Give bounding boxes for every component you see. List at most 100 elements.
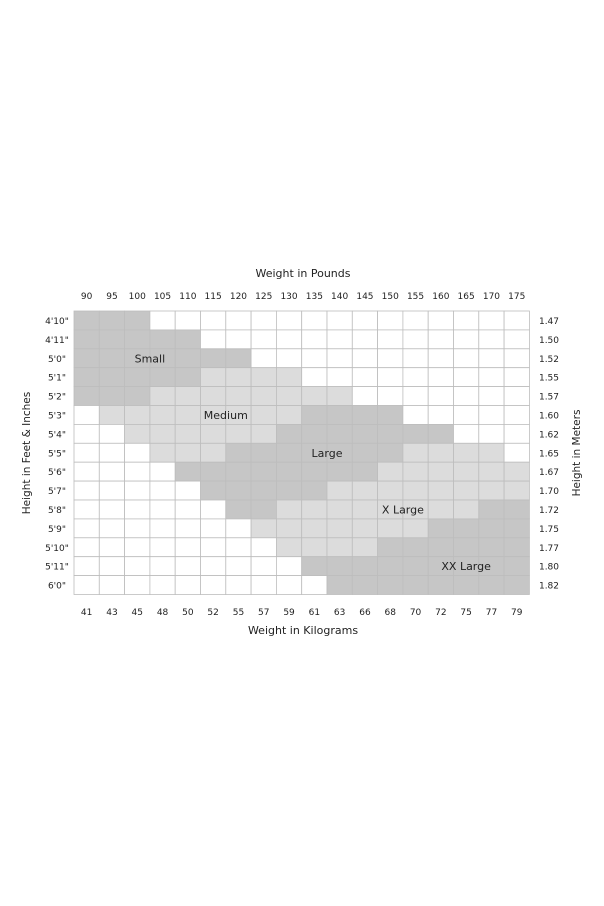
- cell-none: [73, 518, 100, 539]
- cell-none: [124, 575, 151, 595]
- cell-l: [377, 442, 404, 463]
- cell-s: [149, 329, 176, 350]
- cell-s: [98, 367, 126, 388]
- pounds-tick-label: 100: [129, 292, 146, 302]
- cell-none: [250, 310, 277, 331]
- cell-l: [275, 480, 303, 501]
- cell-none: [124, 556, 151, 577]
- cell-none: [377, 348, 404, 369]
- height-ft-label: 5'11": [45, 563, 69, 573]
- kilograms-tick-label: 50: [182, 608, 194, 618]
- cell-none: [225, 518, 252, 539]
- height-m-label: 1.80: [539, 563, 559, 573]
- cell-none: [149, 556, 176, 577]
- cell-none: [503, 367, 530, 388]
- cell-m: [149, 405, 176, 425]
- cell-none: [351, 310, 378, 331]
- cell-none: [377, 367, 404, 388]
- pounds-tick-label: 110: [179, 292, 196, 302]
- cell-xl: [351, 518, 378, 539]
- cell-m: [149, 423, 176, 444]
- size-label-xxl: XX Large: [441, 560, 491, 573]
- cell-none: [453, 423, 480, 444]
- cell-l: [275, 442, 303, 463]
- cell-none: [73, 575, 100, 595]
- cell-none: [225, 537, 252, 558]
- cell-none: [301, 367, 328, 388]
- cell-l: [250, 442, 277, 463]
- cell-none: [275, 310, 303, 331]
- cell-m: [200, 442, 227, 463]
- cell-m: [98, 405, 126, 425]
- cell-none: [149, 461, 176, 482]
- cell-xxl: [453, 518, 480, 539]
- cell-s: [98, 329, 126, 350]
- cell-s: [124, 367, 151, 388]
- height-ft-label: 5'10": [45, 544, 69, 554]
- cell-none: [427, 329, 454, 350]
- cell-none: [250, 556, 277, 577]
- cell-none: [453, 386, 480, 406]
- cell-m: [275, 405, 303, 425]
- cell-xl: [427, 442, 454, 463]
- height-ft-label: 5'6": [48, 468, 66, 478]
- cell-l: [351, 423, 378, 444]
- cell-xxl: [478, 499, 505, 520]
- cell-xl: [275, 499, 303, 520]
- cell-xxl: [427, 518, 454, 539]
- kilograms-tick-label: 41: [81, 608, 92, 618]
- pounds-tick-label: 175: [508, 292, 525, 302]
- cell-xl: [427, 480, 454, 501]
- cell-none: [98, 423, 126, 444]
- height-ft-label: 5'4": [48, 430, 66, 440]
- cell-l: [200, 480, 227, 501]
- cell-xxl: [351, 575, 378, 595]
- height-ft-label: 5'2": [48, 393, 66, 403]
- size-label-m: Medium: [204, 409, 248, 422]
- cell-none: [351, 329, 378, 350]
- cell-none: [225, 575, 252, 595]
- cell-xl: [301, 499, 328, 520]
- cell-m: [174, 405, 201, 425]
- cell-s: [200, 348, 227, 369]
- cell-xxl: [478, 537, 505, 558]
- height-ft-label: 5'9": [48, 525, 66, 535]
- cell-none: [275, 575, 303, 595]
- cell-none: [402, 329, 429, 350]
- cell-xl: [326, 518, 353, 539]
- cell-xl: [427, 499, 454, 520]
- kilograms-tick-label: 59: [283, 608, 295, 618]
- cell-xl: [402, 480, 429, 501]
- cell-none: [351, 386, 378, 406]
- cell-none: [124, 461, 151, 482]
- cell-l: [275, 423, 303, 444]
- kilograms-tick-label: 75: [460, 608, 471, 618]
- cell-none: [503, 405, 530, 425]
- cell-none: [427, 405, 454, 425]
- height-m-label: 1.62: [539, 430, 559, 440]
- cell-xxl: [453, 575, 480, 595]
- cell-none: [124, 499, 151, 520]
- cell-none: [98, 575, 126, 595]
- height-m-label: 1.67: [539, 468, 559, 478]
- cell-s: [225, 348, 252, 369]
- cell-none: [200, 575, 227, 595]
- pounds-tick-label: 170: [483, 292, 500, 302]
- cell-xxl: [478, 575, 505, 595]
- cell-none: [98, 556, 126, 577]
- kilograms-tick-label: 77: [486, 608, 497, 618]
- cell-l: [225, 442, 252, 463]
- cell-m: [275, 367, 303, 388]
- pounds-tick-label: 150: [382, 292, 399, 302]
- cell-none: [301, 329, 328, 350]
- cell-l: [250, 480, 277, 501]
- cell-none: [503, 442, 530, 463]
- height-ft-label: 4'10": [45, 317, 69, 327]
- cell-xxl: [402, 575, 429, 595]
- size-label-s: Small: [135, 352, 166, 365]
- cell-none: [453, 405, 480, 425]
- cell-xxl: [326, 575, 353, 595]
- cell-none: [478, 405, 505, 425]
- cell-none: [149, 537, 176, 558]
